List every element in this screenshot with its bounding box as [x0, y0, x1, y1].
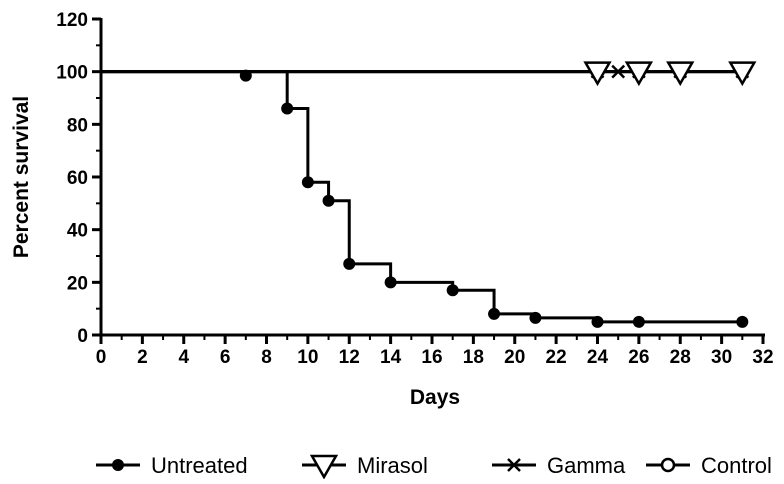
- legend-marker-control: [660, 457, 676, 473]
- y-tick-label: 20: [67, 273, 88, 294]
- x-tick-label: 4: [178, 347, 189, 368]
- x-axis-label: Days: [410, 386, 460, 409]
- series-untreated: [101, 70, 743, 324]
- data-point-untreated: [529, 311, 542, 324]
- legend-marker-gamma: [507, 458, 521, 472]
- data-point-mirasol: [728, 61, 757, 87]
- x-tick-label: 30: [711, 347, 732, 368]
- x-tick-label: 16: [421, 347, 442, 368]
- legend-label-untreated: Untreated: [151, 453, 248, 478]
- data-point-untreated: [736, 315, 749, 328]
- y-tick-label: 60: [67, 168, 88, 189]
- data-point-untreated: [281, 102, 294, 115]
- axes: 0 2 4 6 8 10 12 14 16 18 20 22 24 26 28 30 3202040608010…: [56, 10, 773, 368]
- y-tick-label: 40: [67, 221, 88, 242]
- legend-item-control: Control: [646, 453, 772, 478]
- data-point-untreated: [632, 315, 645, 328]
- x-tick-label: 22: [546, 347, 567, 368]
- x-tick-label: 8: [261, 347, 272, 368]
- x-tick-label: 26: [628, 347, 649, 368]
- series-layer: [101, 61, 757, 328]
- x-tick-label: 32: [752, 347, 773, 368]
- data-point-untreated: [446, 284, 459, 297]
- series-markers-mirasol: [583, 61, 757, 87]
- y-tick-label: 0: [77, 326, 88, 347]
- legend: Untreated Mirasol Gamma Control: [96, 453, 772, 480]
- data-point-mirasol: [583, 61, 612, 87]
- legend-label-gamma: Gamma: [547, 453, 626, 478]
- data-point-untreated: [591, 315, 604, 328]
- data-point-untreated: [488, 307, 501, 320]
- y-axis-label: Percent survival: [10, 96, 33, 258]
- data-point-untreated: [322, 194, 335, 207]
- x-tick-label: 10: [297, 347, 318, 368]
- x-tick-label: 18: [463, 347, 484, 368]
- y-tick-label: 120: [56, 10, 88, 31]
- y-tick-label: 100: [56, 63, 88, 84]
- x-tick-label: 0: [96, 347, 107, 368]
- data-point-untreated: [301, 176, 314, 189]
- x-tick-label: 20: [504, 347, 525, 368]
- data-point-untreated: [239, 69, 252, 82]
- x-tick-label: 24: [587, 347, 609, 368]
- x-tick-label: 28: [670, 347, 691, 368]
- legend-label-control: Control: [701, 453, 772, 478]
- legend-item-gamma: Gamma: [492, 453, 626, 478]
- data-point-mirasol: [624, 61, 654, 87]
- data-point-gamma-stroke: [611, 64, 626, 79]
- series-line-untreated: [101, 70, 743, 324]
- legend-marker-untreated: [112, 459, 124, 471]
- legend-item-untreated: Untreated: [96, 453, 248, 478]
- x-tick-label: 12: [339, 347, 360, 368]
- legend-item-mirasol: Mirasol: [302, 453, 428, 480]
- x-tick-label: 6: [220, 347, 231, 368]
- data-point-gamma: [611, 64, 626, 79]
- legend-marker-gamma-stroke: [507, 458, 521, 472]
- data-point-untreated: [384, 276, 397, 289]
- y-tick-label: 80: [67, 115, 88, 136]
- x-tick-label: 14: [380, 347, 402, 368]
- series-markers-untreated: [239, 69, 749, 328]
- legend-marker-mirasol: [309, 454, 339, 480]
- legend-label-mirasol: Mirasol: [357, 453, 428, 478]
- x-tick-label: 2: [137, 347, 148, 368]
- data-point-mirasol: [666, 61, 695, 87]
- data-point-untreated: [343, 257, 356, 270]
